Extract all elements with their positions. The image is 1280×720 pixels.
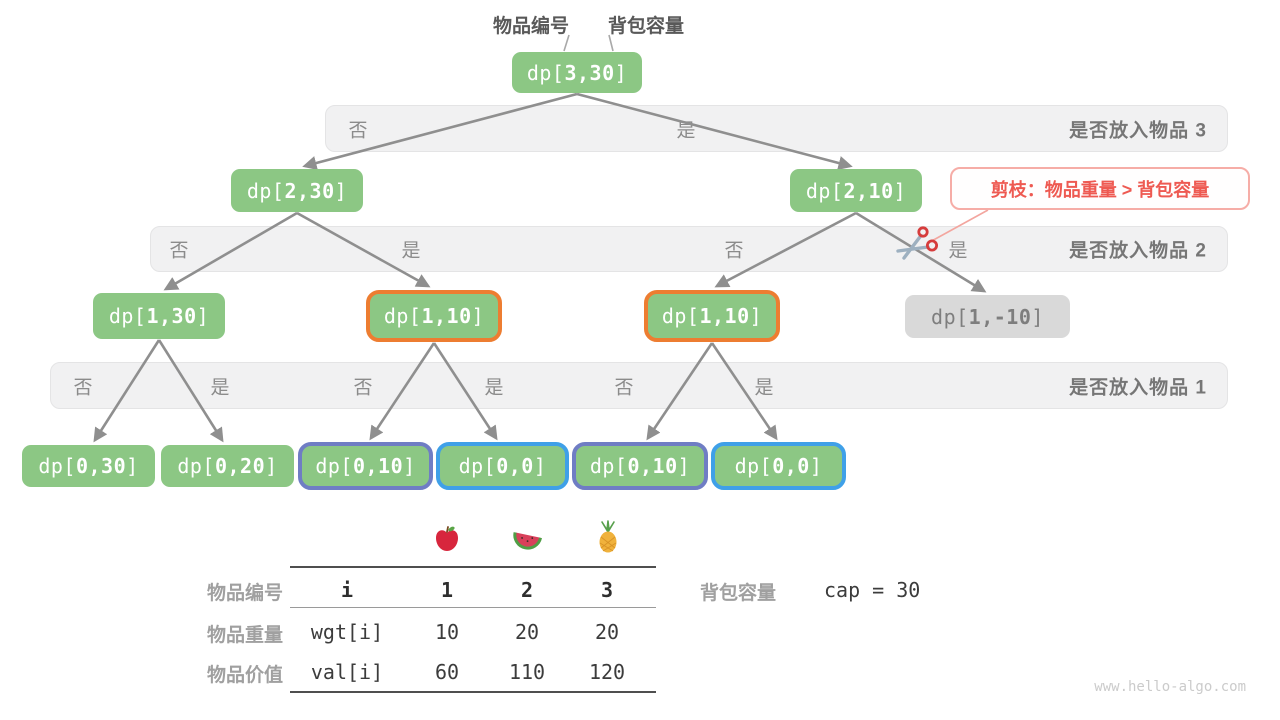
node-text: dp[: [458, 454, 497, 478]
band-option-no: 否: [614, 377, 634, 398]
table-cell: 20: [594, 620, 620, 644]
node-text: dp[: [246, 178, 285, 203]
node-text: dp[: [661, 304, 700, 328]
node-text: dp[: [177, 454, 215, 478]
band-option-yes: 是: [401, 240, 421, 262]
node-indices: 0,10: [627, 454, 678, 478]
node-text: ]: [749, 304, 763, 328]
dp-node-0-0-blue: dp[0,0]: [436, 442, 569, 490]
node-text: ]: [196, 304, 210, 328]
node-text: ]: [809, 454, 823, 478]
table-cell: i: [340, 578, 354, 602]
table-cell: 2: [520, 578, 534, 602]
node-text: ]: [533, 454, 547, 478]
table-cell: wgt[i]: [310, 620, 384, 644]
table-cell: 60: [434, 660, 460, 684]
dp-node-0-10-purple: dp[0,10]: [298, 442, 433, 490]
decision-band-item-1: 否 是 否 是 否 是 是否放入物品 1: [50, 362, 1228, 409]
table-cell: 120: [588, 660, 626, 684]
capacity-pointer-label: 背包容量: [607, 16, 685, 37]
decision-band-item-3: 否 是 是否放入物品 3: [325, 105, 1228, 152]
table-cell: 10: [434, 620, 460, 644]
band-option-no: 否: [348, 120, 368, 141]
node-text: ]: [614, 60, 628, 85]
band-title: 是否放入物品 3: [1069, 120, 1207, 141]
watermark: www.hello-algo.com: [1094, 679, 1246, 695]
node-indices: 0,20: [214, 454, 266, 478]
table-cell: 20: [514, 620, 540, 644]
node-text: ]: [265, 454, 278, 478]
node-indices: 1,30: [146, 304, 197, 328]
dp-node-2-30: dp[2,30]: [231, 169, 363, 212]
dp-node-2-10: dp[2,10]: [790, 169, 922, 212]
capacity-label: 背包容量: [700, 583, 777, 604]
table-rule-bottom: [290, 691, 656, 693]
node-indices: 1,10: [421, 304, 472, 328]
node-text: dp[: [589, 454, 628, 478]
band-option-no: 否: [73, 377, 93, 398]
node-text: dp[: [38, 454, 76, 478]
dp-node-0-20: dp[0,20]: [161, 445, 294, 487]
band-option-no: 否: [169, 240, 189, 262]
node-text: ]: [126, 454, 139, 478]
table-cell: val[i]: [310, 660, 384, 684]
table-cell: 110: [508, 660, 546, 684]
node-indices: 2,10: [843, 178, 894, 203]
node-text: dp[: [108, 304, 147, 328]
node-text: ]: [403, 454, 416, 478]
scissors-icon: [896, 226, 938, 260]
node-text: ]: [677, 454, 691, 478]
node-text: dp[: [315, 454, 353, 478]
band-option-yes: 是: [754, 377, 774, 398]
item-index-pointer-label: 物品编号: [492, 16, 570, 37]
node-indices: 0,10: [352, 454, 404, 478]
table-rule-header: [290, 607, 656, 608]
pruning-callout: 剪枝：物品重量 > 背包容量: [950, 167, 1250, 210]
band-option-yes: 是: [948, 240, 968, 262]
band-option-yes: 是: [210, 377, 230, 398]
node-indices: 0,30: [75, 454, 127, 478]
table-cell: 1: [440, 578, 454, 602]
apple-icon: [436, 526, 458, 551]
table-row-label: 物品编号: [206, 583, 283, 604]
dp-node-1-10-highlighted: dp[1,10]: [644, 290, 780, 342]
dp-node-1-10-highlighted: dp[1,10]: [366, 290, 502, 342]
table-row-label: 物品价值: [206, 665, 283, 686]
node-indices: 0,0: [496, 454, 534, 478]
node-text: dp[: [383, 304, 422, 328]
node-indices: 1,10: [699, 304, 750, 328]
node-text: ]: [471, 304, 485, 328]
node-indices: 0,0: [772, 454, 810, 478]
dp-node-0-10-purple: dp[0,10]: [572, 442, 708, 490]
band-option-yes: 是: [676, 120, 696, 141]
pineapple-icon: [599, 520, 617, 553]
table-rule-top: [290, 566, 656, 568]
node-text: ]: [334, 178, 348, 203]
node-text: dp[: [931, 304, 969, 329]
dp-node-0-30: dp[0,30]: [22, 445, 155, 487]
dp-node-0-0-blue: dp[0,0]: [711, 442, 846, 490]
table-cell: 3: [600, 578, 614, 602]
node-text: dp[: [526, 60, 565, 85]
dp-node-1-neg10-pruned: dp[1,-10]: [905, 295, 1070, 338]
band-title: 是否放入物品 1: [1069, 377, 1207, 398]
capacity-value: cap = 30: [824, 578, 921, 602]
band-option-no: 否: [353, 377, 373, 398]
band-option-yes: 是: [484, 377, 504, 398]
band-title: 是否放入物品 2: [1069, 240, 1207, 262]
dp-node-3-30: dp[3,30]: [512, 52, 642, 93]
table-row-label: 物品重量: [206, 625, 283, 646]
node-indices: 3,30: [564, 60, 615, 85]
node-indices: 2,30: [284, 178, 335, 203]
watermelon-icon: [513, 532, 542, 550]
band-option-no: 否: [724, 240, 744, 262]
decision-band-item-2: 否 是 否 是 是否放入物品 2: [150, 226, 1228, 272]
node-text: ]: [893, 178, 907, 203]
node-text: dp[: [734, 454, 773, 478]
node-indices: 1,-10: [968, 304, 1032, 329]
node-text: ]: [1031, 304, 1044, 329]
node-text: dp[: [805, 178, 844, 203]
dp-node-1-30: dp[1,30]: [93, 293, 225, 339]
